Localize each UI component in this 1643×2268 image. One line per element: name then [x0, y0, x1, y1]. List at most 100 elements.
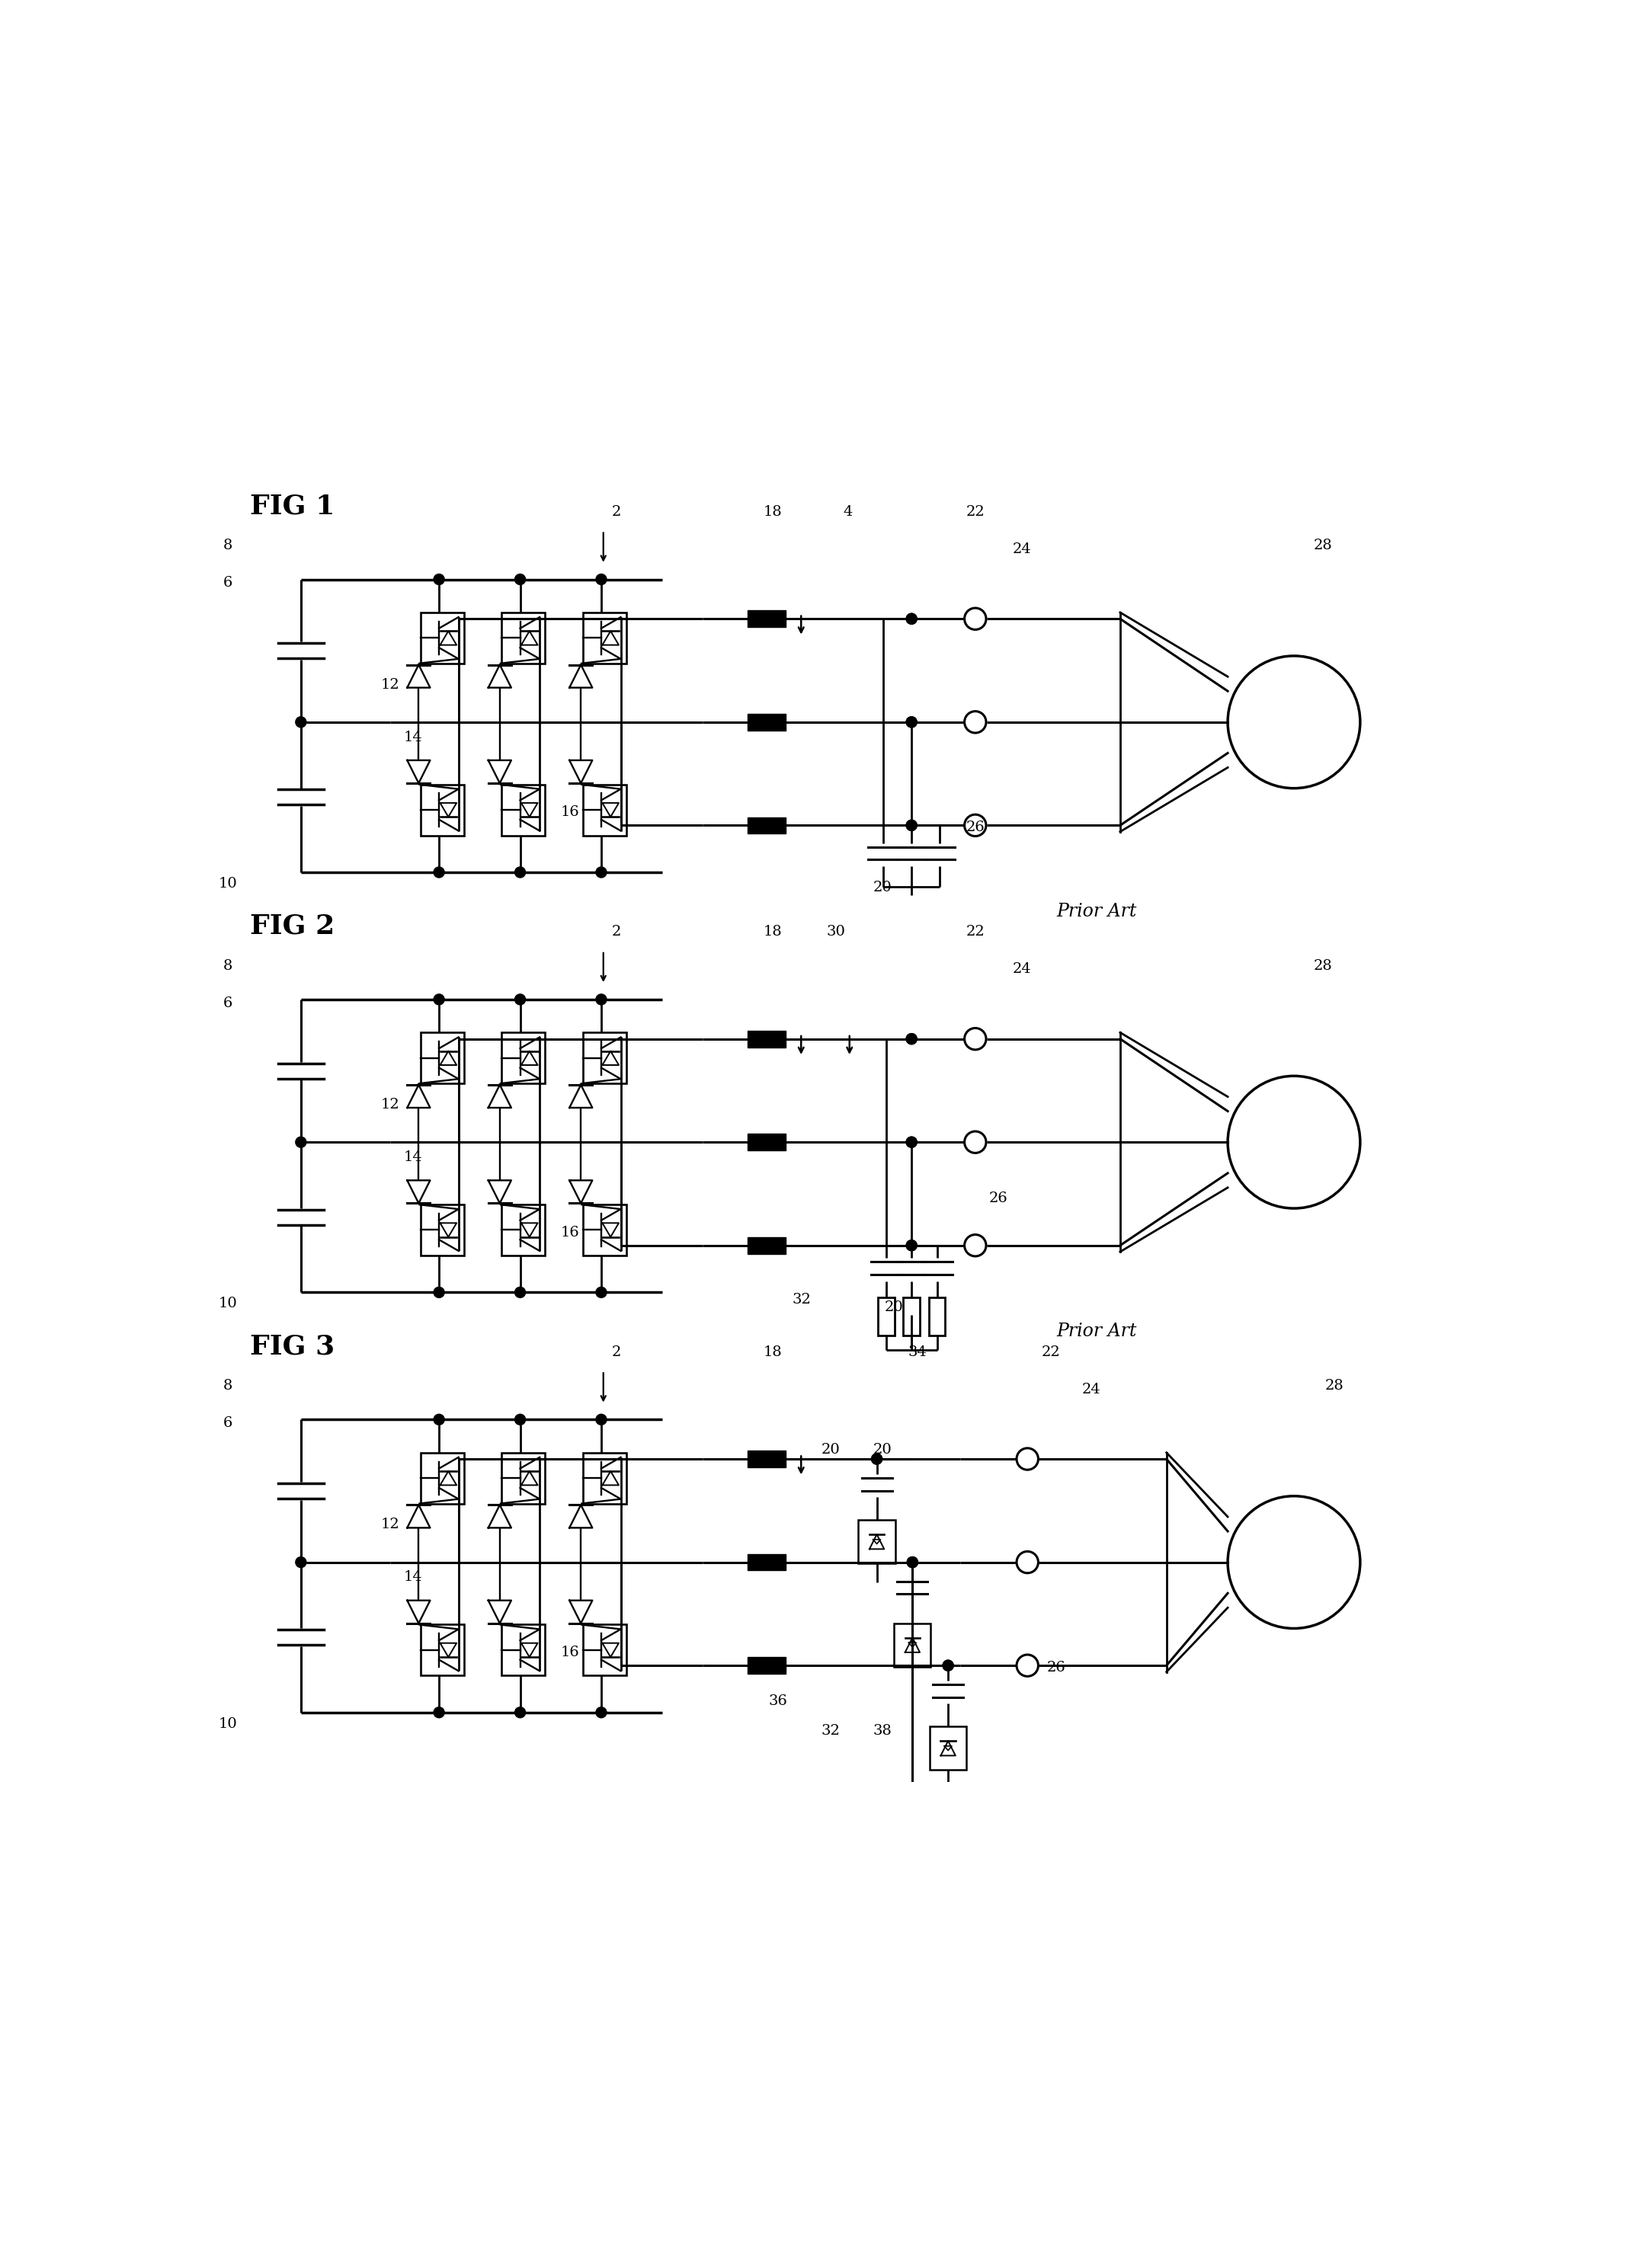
- Circle shape: [907, 717, 917, 728]
- Text: 16: 16: [560, 805, 580, 819]
- Bar: [928, 1297, 945, 1336]
- Circle shape: [907, 717, 917, 728]
- Bar: [748, 714, 785, 730]
- Bar: [501, 1032, 545, 1084]
- Circle shape: [514, 1286, 526, 1297]
- Circle shape: [596, 866, 606, 878]
- Circle shape: [296, 1556, 306, 1567]
- Bar: [421, 785, 463, 835]
- Text: 28: 28: [1324, 1379, 1344, 1393]
- Circle shape: [514, 1415, 526, 1424]
- Text: 22: 22: [966, 506, 984, 519]
- Text: 2: 2: [611, 506, 621, 519]
- Text: 38: 38: [872, 1724, 892, 1737]
- Text: 8: 8: [223, 540, 233, 553]
- Bar: [748, 1658, 785, 1674]
- Text: Prior Art: Prior Art: [1056, 1322, 1137, 1340]
- Bar: [501, 612, 545, 665]
- Text: 22: 22: [1042, 1345, 1060, 1359]
- Circle shape: [514, 1708, 526, 1717]
- Circle shape: [907, 1556, 918, 1567]
- Text: 6: 6: [223, 1418, 233, 1431]
- Circle shape: [943, 1660, 953, 1672]
- Text: FIG 1: FIG 1: [250, 492, 335, 519]
- Bar: [501, 785, 545, 835]
- Circle shape: [907, 1136, 917, 1148]
- Bar: [748, 1134, 785, 1150]
- Bar: [748, 1030, 785, 1048]
- Text: 26: 26: [1047, 1660, 1066, 1674]
- Text: 12: 12: [381, 1517, 399, 1531]
- Text: 24: 24: [1081, 1383, 1101, 1397]
- Circle shape: [596, 1286, 606, 1297]
- Text: 8: 8: [223, 1379, 233, 1393]
- Text: 20: 20: [872, 880, 892, 894]
- Circle shape: [871, 1454, 882, 1465]
- Bar: [583, 1454, 626, 1504]
- Bar: [930, 1726, 966, 1769]
- Bar: [748, 1236, 785, 1254]
- Text: Prior Art: Prior Art: [1056, 903, 1137, 921]
- Circle shape: [596, 574, 606, 585]
- Text: 18: 18: [762, 1345, 782, 1359]
- Bar: [421, 1454, 463, 1504]
- Text: 16: 16: [560, 1225, 580, 1238]
- Bar: [583, 785, 626, 835]
- Bar: [421, 1032, 463, 1084]
- Bar: [501, 1624, 545, 1676]
- Bar: [501, 1454, 545, 1504]
- Text: 22: 22: [966, 925, 984, 939]
- Bar: [583, 1624, 626, 1676]
- Circle shape: [907, 1034, 917, 1043]
- Text: 26: 26: [966, 821, 984, 835]
- Text: 2: 2: [611, 1345, 621, 1359]
- Circle shape: [907, 1241, 917, 1250]
- Text: 32: 32: [792, 1293, 812, 1306]
- Bar: [583, 612, 626, 665]
- Bar: [583, 1204, 626, 1256]
- Text: FIG 3: FIG 3: [250, 1334, 335, 1359]
- Bar: [858, 1520, 895, 1563]
- Circle shape: [907, 1136, 917, 1148]
- Text: 4: 4: [843, 506, 853, 519]
- Circle shape: [434, 574, 444, 585]
- Text: 10: 10: [219, 878, 237, 891]
- Text: 20: 20: [884, 1300, 904, 1313]
- Circle shape: [871, 1454, 882, 1465]
- Circle shape: [907, 612, 917, 624]
- Circle shape: [296, 717, 306, 728]
- Text: 28: 28: [1313, 959, 1332, 973]
- Text: 18: 18: [762, 506, 782, 519]
- Text: 20: 20: [822, 1442, 840, 1456]
- Text: 30: 30: [826, 925, 846, 939]
- Text: 14: 14: [404, 1150, 422, 1163]
- Text: 28: 28: [1313, 540, 1332, 553]
- Text: 14: 14: [404, 1569, 422, 1583]
- Bar: [904, 1297, 920, 1336]
- Text: 2: 2: [611, 925, 621, 939]
- Circle shape: [296, 1136, 306, 1148]
- Circle shape: [434, 1415, 444, 1424]
- Circle shape: [596, 1708, 606, 1717]
- Circle shape: [907, 821, 917, 830]
- Text: 12: 12: [381, 1098, 399, 1111]
- Circle shape: [907, 1034, 917, 1043]
- Circle shape: [907, 1241, 917, 1250]
- Text: 12: 12: [381, 678, 399, 692]
- Circle shape: [514, 574, 526, 585]
- Text: 34: 34: [909, 1345, 927, 1359]
- Text: 26: 26: [989, 1191, 1007, 1204]
- Circle shape: [434, 1286, 444, 1297]
- Circle shape: [434, 1708, 444, 1717]
- Bar: [421, 1204, 463, 1256]
- Bar: [748, 816, 785, 835]
- Circle shape: [596, 993, 606, 1005]
- Circle shape: [514, 993, 526, 1005]
- Text: 24: 24: [1012, 962, 1032, 975]
- Text: 20: 20: [872, 1442, 892, 1456]
- Circle shape: [907, 821, 917, 830]
- Circle shape: [943, 1660, 953, 1672]
- Text: FIG 2: FIG 2: [250, 914, 335, 939]
- Text: 10: 10: [219, 1297, 237, 1311]
- Bar: [583, 1032, 626, 1084]
